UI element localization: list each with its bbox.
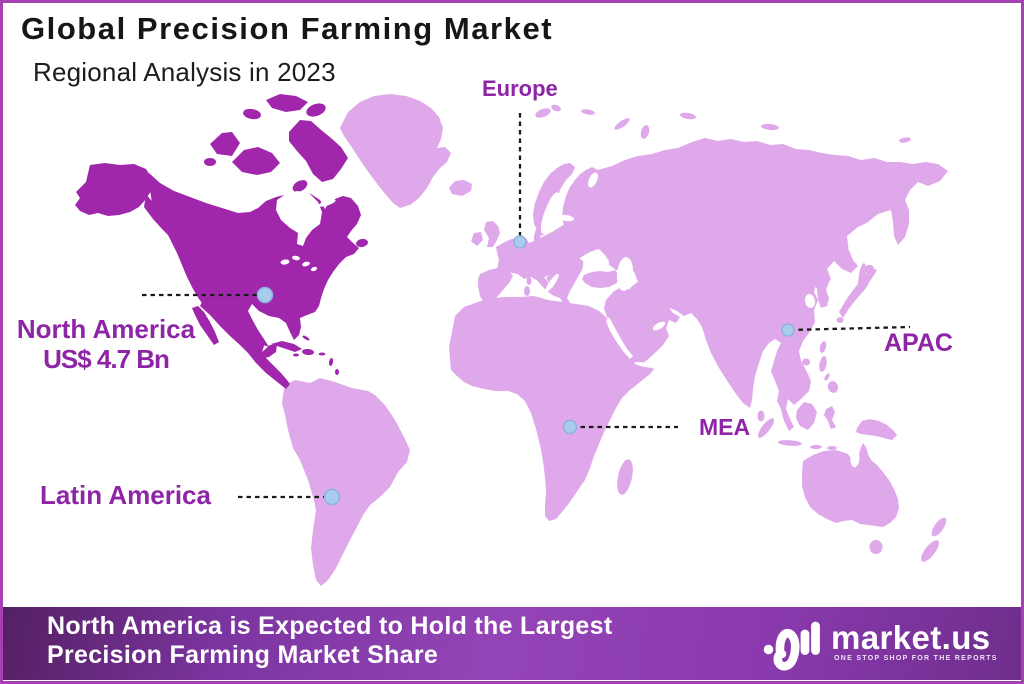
svg-text:market.us: market.us [831, 619, 991, 656]
svg-text:ONE STOP SHOP FOR THE REPORTS: ONE STOP SHOP FOR THE REPORTS [834, 655, 998, 662]
